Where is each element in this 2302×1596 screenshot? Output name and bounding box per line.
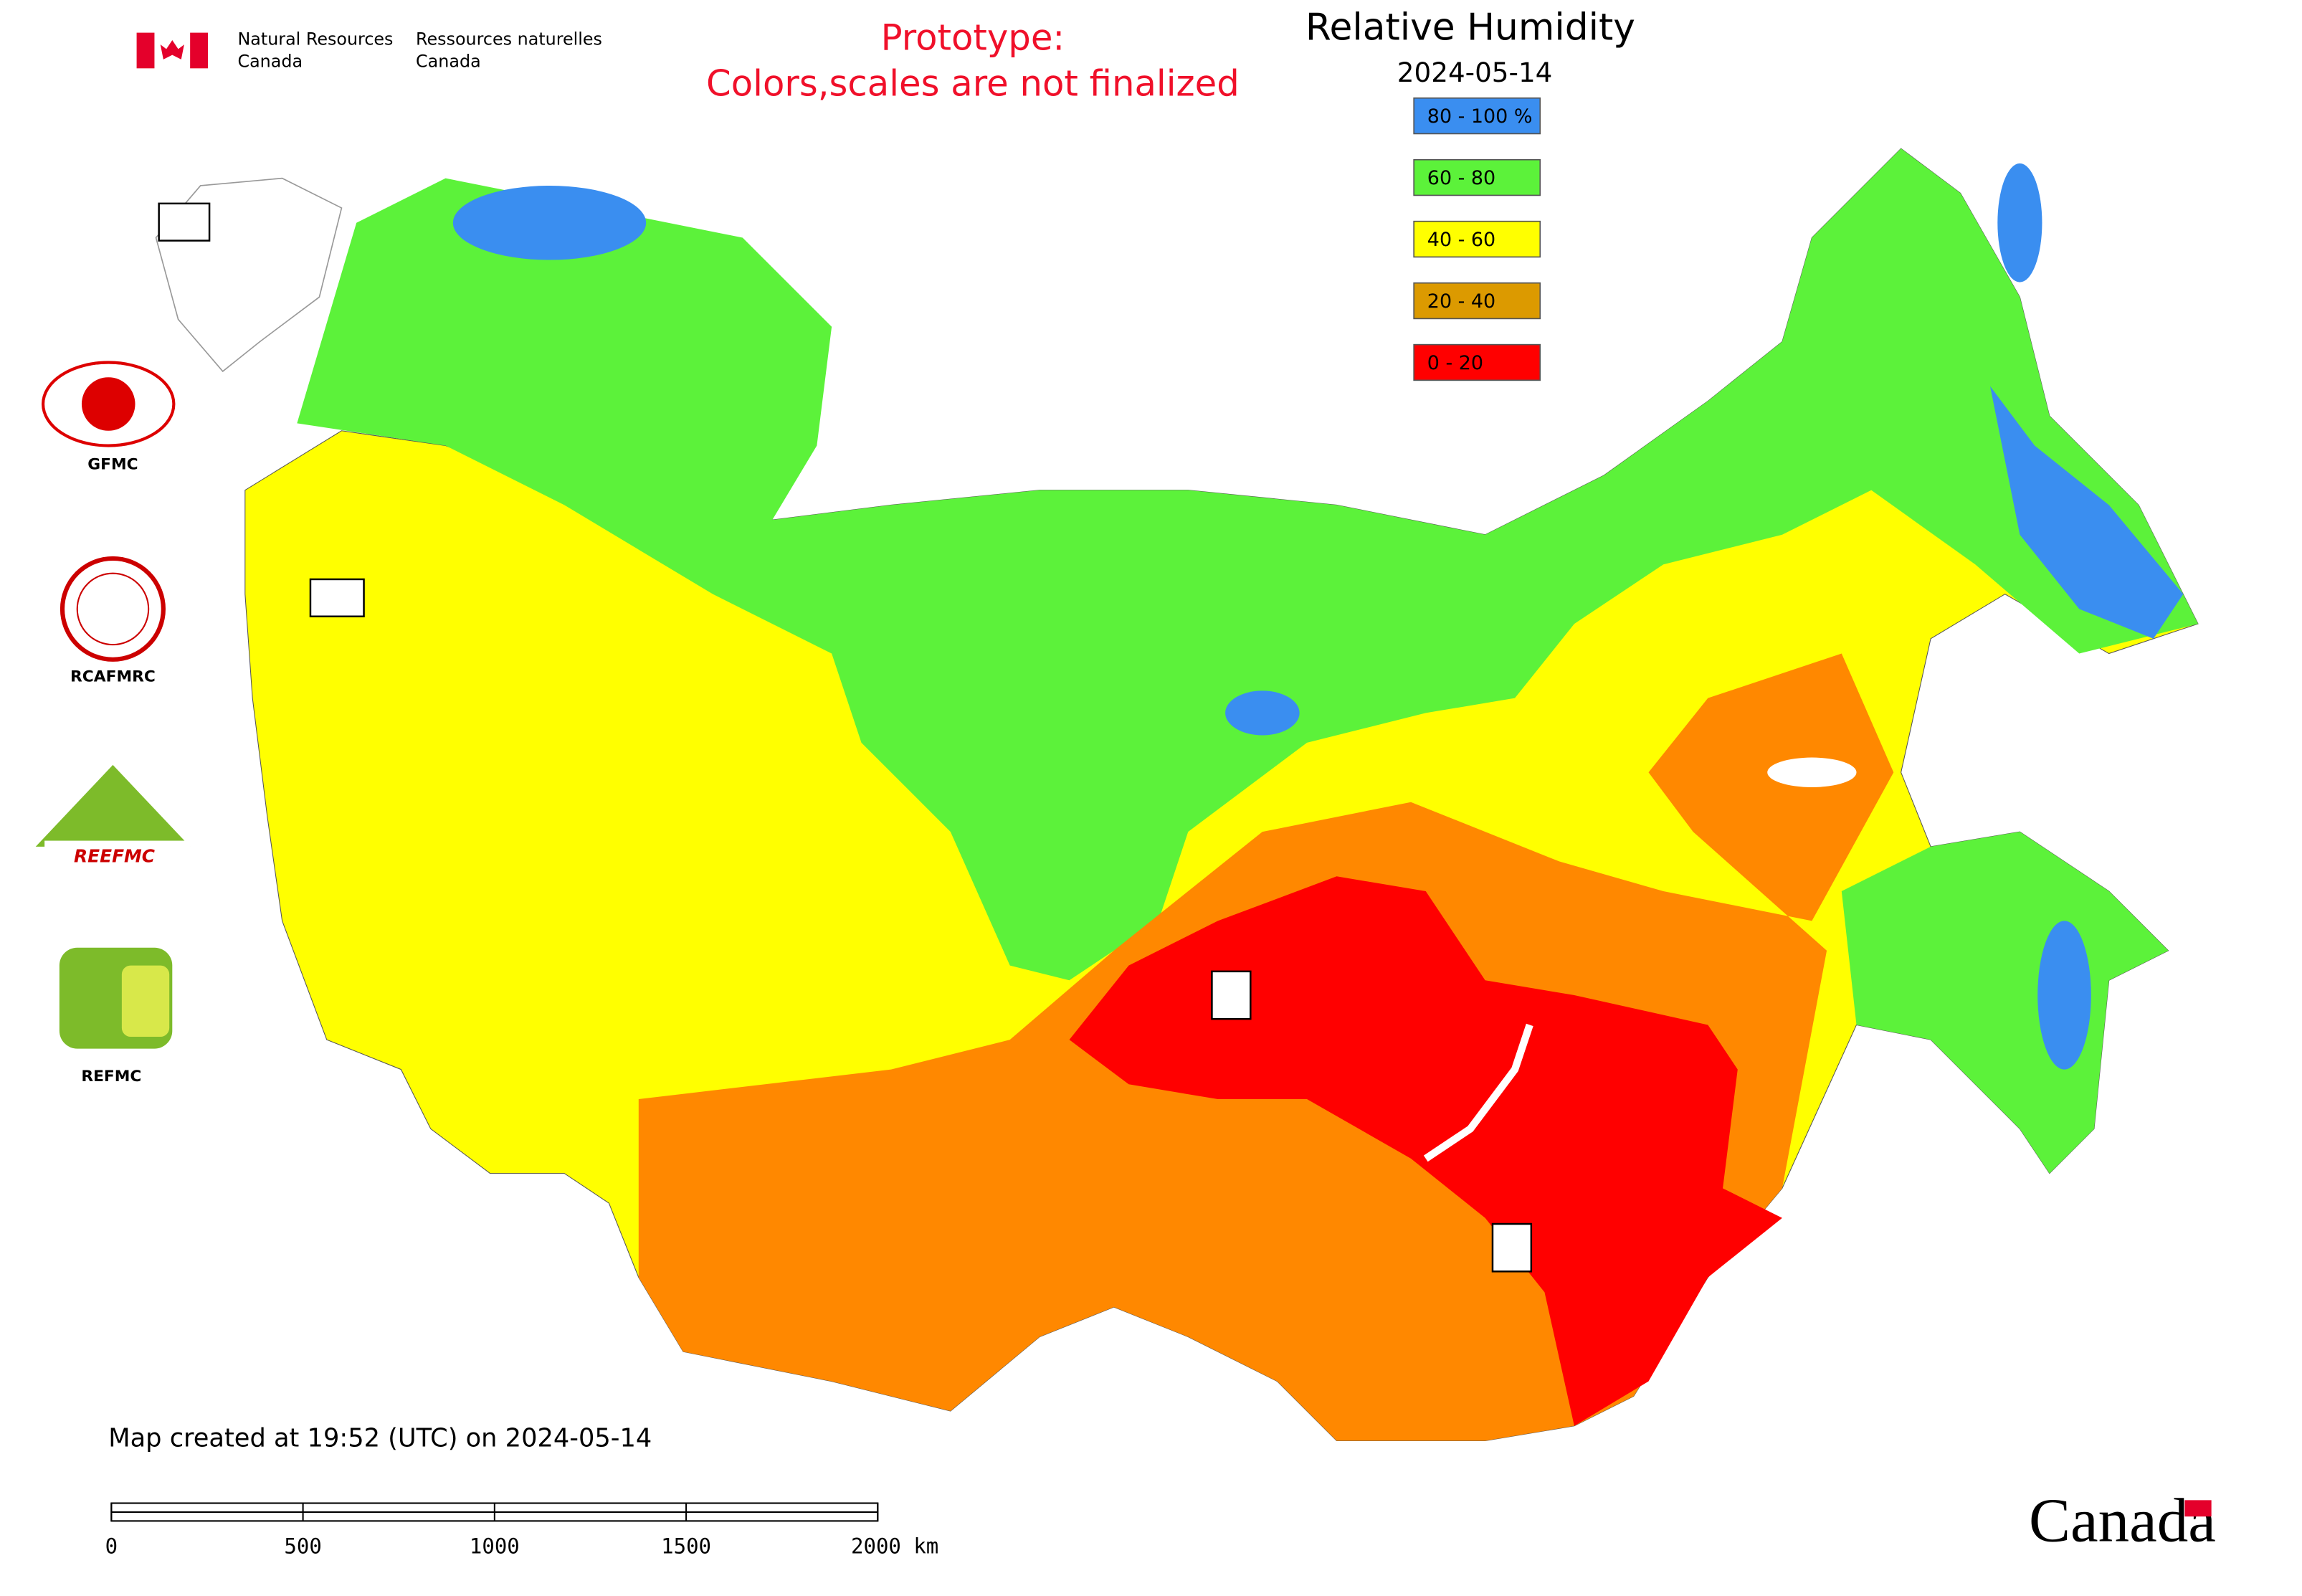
partner-logos [35,361,191,1049]
scale-label: 2000 km [851,1534,938,1559]
canada-wordmark: Canada [2029,1486,2216,1555]
legend-swatch [1413,158,1541,196]
region-blue [452,185,647,260]
legend-swatch [1413,343,1541,381]
legend-swatch [1413,282,1541,320]
partner-label: GFMC [87,455,138,473]
prototype-notice: Colors,scales are not finalized [706,63,1240,105]
center-markers [158,202,1533,1273]
prototype-notice: Prototype: [881,16,1065,58]
region-blue [1989,386,2184,639]
legend-label: 20 - 40 [1427,290,1495,313]
region-blue [1225,690,1300,736]
legend-label: 0 - 20 [1427,352,1483,374]
partner-label: REEFMC [74,845,155,866]
region-green-east [1841,832,2169,1174]
department-name: Ressources naturelles [416,29,602,49]
gc-signature [136,32,209,69]
legend-label: 60 - 80 [1427,167,1495,189]
scale-label: 1500 [661,1534,711,1559]
legend: 80 - 100 % 60 - 80 40 - 60 20 - 40 0 - 20 [1413,97,1541,381]
partner-label: REFMC [81,1068,141,1086]
legend-swatch [1413,97,1541,135]
scale-label: 500 [284,1534,321,1559]
lake [1423,1023,1533,1162]
creation-note: Map created at 19:52 (UTC) on 2024-05-14 [108,1423,652,1453]
partner-label: RCAFMRC [70,668,156,686]
map-title: Relative Humidity [1305,6,1635,49]
region-white [1767,757,1857,787]
wordmark-flag [2184,1500,2212,1517]
scale-label: 1000 [470,1534,520,1559]
department-name: Canada [416,52,481,72]
scale-label: 0 [105,1534,118,1559]
map [155,148,2199,1442]
region-blue [2037,921,2091,1070]
region-blue [1997,163,2042,282]
region-green [297,148,2198,981]
department-name: Canada [237,52,303,72]
scale-bar: 0 500 1000 1500 2000 km [105,1502,938,1559]
map-date: 2024-05-14 [1397,57,1553,88]
land-outline [155,177,343,373]
department-name: Natural Resources [237,29,393,49]
legend-swatch [1413,220,1541,258]
legend-label: 80 - 100 % [1427,105,1533,128]
legend-label: 40 - 60 [1427,229,1495,251]
